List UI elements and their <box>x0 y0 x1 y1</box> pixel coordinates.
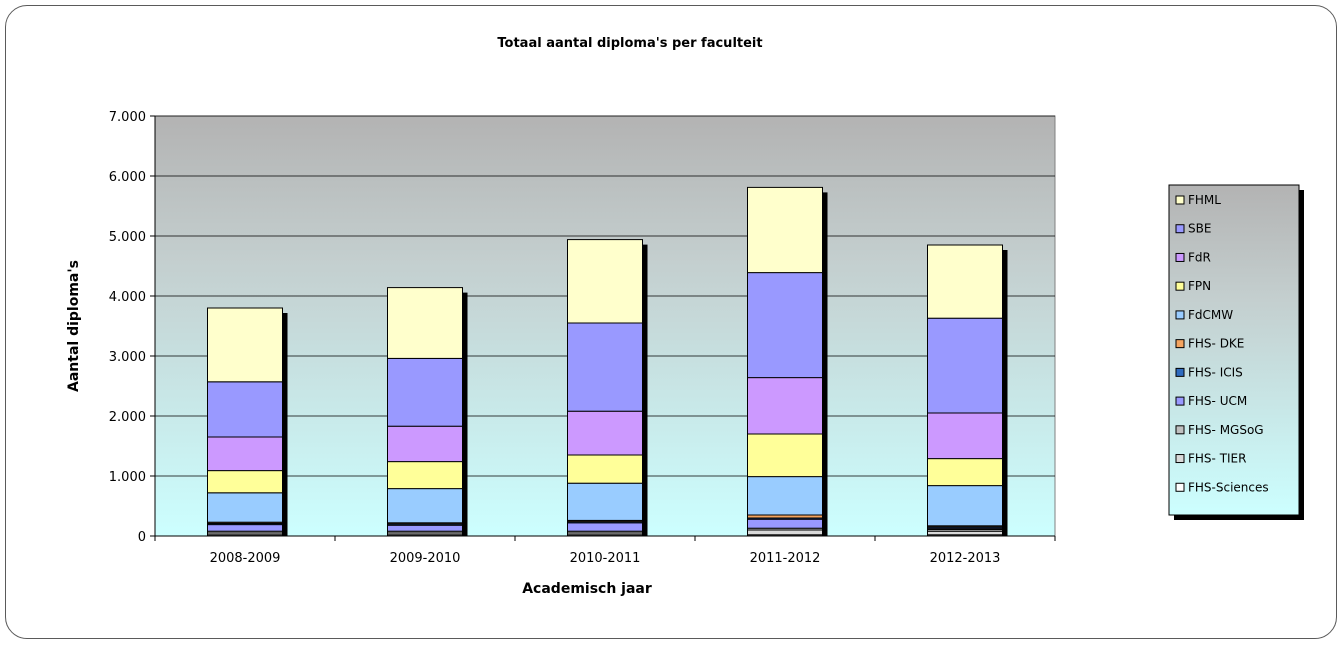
legend-label: FHML <box>1188 193 1221 207</box>
x-tick-label: 2010-2011 <box>570 551 641 566</box>
legend-label: FdR <box>1188 250 1211 264</box>
bar-segment <box>567 522 643 532</box>
legend-label: FHS- UCM <box>1188 394 1247 408</box>
bar-segment <box>927 458 1003 487</box>
bar-segment <box>747 377 823 435</box>
legend-swatch <box>1175 339 1185 349</box>
bar-stacks <box>207 186 1008 537</box>
bar-segment <box>387 488 463 524</box>
legend-swatch <box>1175 281 1185 291</box>
legend-label: FHS- ICIS <box>1188 365 1243 379</box>
legend-swatch <box>1175 367 1185 377</box>
legend-swatch <box>1175 310 1185 320</box>
bar-segment <box>567 454 643 484</box>
bar-segment <box>927 412 1003 460</box>
x-tick-label: 2008-2009 <box>210 551 281 566</box>
chart-title: Totaal aantal diploma's per faculteit <box>497 36 762 51</box>
legend-label: FHS- TIER <box>1188 452 1246 466</box>
y-tick-label: 4.000 <box>109 290 146 305</box>
bar-segment <box>207 470 283 494</box>
y-tick-label: 7.000 <box>109 110 146 125</box>
bar-segment <box>387 287 463 359</box>
bar-segment <box>387 461 463 490</box>
legend: FHML SBE FdR FPN FdCMW FHS- DKE FHS- ICIS FHS- … <box>1168 184 1304 520</box>
y-tick-label: 0 <box>138 530 146 545</box>
legend-swatch <box>1175 195 1185 205</box>
x-tick-label: 2009-2010 <box>390 551 461 566</box>
legend-swatch <box>1175 396 1185 406</box>
bar-segment <box>387 425 463 463</box>
legend-box <box>1168 184 1300 516</box>
x-tick-label: 2012-2013 <box>930 551 1001 566</box>
bar-segment <box>207 381 283 438</box>
y-axis-title: Aantal diploma's <box>66 260 82 392</box>
x-axis-ticks: 2008-2009 2009-2010 2010-2011 2011-2012 2012… <box>154 536 1056 566</box>
bar-segment <box>207 524 283 532</box>
bar-segment <box>207 307 283 383</box>
bar-segment <box>927 244 1003 319</box>
legend-label: FPN <box>1188 279 1211 293</box>
y-axis-ticks: 0 1.000 2.000 3.000 4.000 5.000 6.000 7.000 <box>109 110 155 545</box>
bar-segment <box>387 524 463 532</box>
legend-label: SBE <box>1188 222 1211 236</box>
bar-segment <box>567 322 643 412</box>
legend-swatch <box>1175 425 1185 435</box>
bar-segment <box>927 317 1003 414</box>
x-tick-label: 2011-2012 <box>750 551 821 566</box>
y-tick-label: 5.000 <box>109 230 146 245</box>
y-tick-label: 6.000 <box>109 170 146 185</box>
bar-segment <box>747 476 823 516</box>
bar-segment <box>927 485 1003 527</box>
legend-swatch <box>1175 224 1185 234</box>
bar-segment <box>567 410 643 456</box>
bar-segment <box>207 436 283 472</box>
bar-segment <box>927 530 1003 536</box>
legend-label: FdCMW <box>1188 308 1233 322</box>
legend-label: FHS- MGSoG <box>1188 423 1264 437</box>
legend-label: FHS- DKE <box>1188 337 1244 351</box>
y-tick-label: 2.000 <box>109 410 146 425</box>
bar-segment <box>747 433 823 478</box>
x-axis-title: Academisch jaar <box>522 581 652 597</box>
y-tick-label: 3.000 <box>109 350 146 365</box>
bar-segment <box>747 529 823 536</box>
bar-segment <box>567 239 643 324</box>
legend-swatch <box>1175 482 1185 492</box>
legend-swatch <box>1175 252 1185 262</box>
bar-segment <box>747 518 823 529</box>
legend-label: FHS-Sciences <box>1188 480 1269 494</box>
bar-segment <box>747 186 823 274</box>
legend-swatch <box>1175 454 1185 464</box>
y-tick-label: 1.000 <box>109 470 146 485</box>
bar-segment <box>207 492 283 523</box>
bar-segment <box>387 357 463 427</box>
bar-segment <box>567 482 643 521</box>
bar-segment <box>747 272 823 379</box>
